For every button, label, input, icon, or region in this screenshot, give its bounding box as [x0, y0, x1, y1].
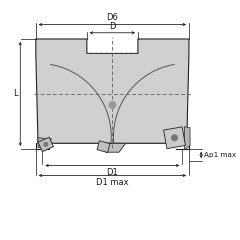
Text: L: L [13, 90, 18, 98]
Circle shape [109, 102, 116, 108]
Polygon shape [97, 141, 110, 152]
Polygon shape [99, 143, 126, 152]
Polygon shape [36, 39, 189, 143]
Circle shape [44, 143, 48, 146]
Text: D1: D1 [107, 168, 118, 177]
Polygon shape [164, 127, 186, 149]
Polygon shape [38, 137, 54, 152]
Circle shape [172, 135, 177, 141]
Polygon shape [38, 138, 51, 148]
Text: D6: D6 [106, 13, 118, 22]
Text: D1 max: D1 max [96, 178, 129, 187]
Polygon shape [185, 127, 190, 150]
Text: Ap1 max: Ap1 max [204, 152, 236, 158]
Text: D: D [109, 22, 116, 30]
